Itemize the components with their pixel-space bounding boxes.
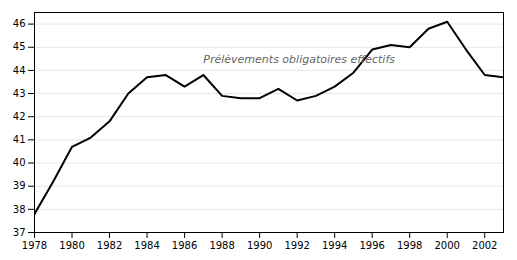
svg-text:43: 43 [13, 88, 26, 99]
svg-text:44: 44 [13, 65, 26, 76]
svg-text:1982: 1982 [97, 240, 122, 251]
svg-text:1996: 1996 [359, 240, 384, 251]
svg-text:40: 40 [13, 157, 26, 168]
svg-text:39: 39 [13, 180, 26, 191]
svg-text:1998: 1998 [397, 240, 422, 251]
svg-text:1992: 1992 [284, 240, 309, 251]
svg-text:1994: 1994 [322, 240, 347, 251]
svg-text:2002: 2002 [472, 240, 497, 251]
svg-text:1988: 1988 [209, 240, 234, 251]
svg-text:1986: 1986 [172, 240, 197, 251]
svg-text:46: 46 [13, 18, 26, 29]
svg-text:1980: 1980 [59, 240, 84, 251]
svg-text:38: 38 [13, 204, 26, 215]
svg-text:1978: 1978 [22, 240, 47, 251]
svg-text:42: 42 [13, 111, 26, 122]
svg-text:1984: 1984 [134, 240, 159, 251]
svg-text:45: 45 [13, 41, 26, 52]
svg-text:1990: 1990 [247, 240, 272, 251]
svg-text:41: 41 [13, 134, 26, 145]
svg-text:2000: 2000 [434, 240, 459, 251]
svg-text:Prélèvements obligatoires effe: Prélèvements obligatoires effectifs [203, 53, 395, 66]
svg-text:37: 37 [13, 227, 26, 238]
